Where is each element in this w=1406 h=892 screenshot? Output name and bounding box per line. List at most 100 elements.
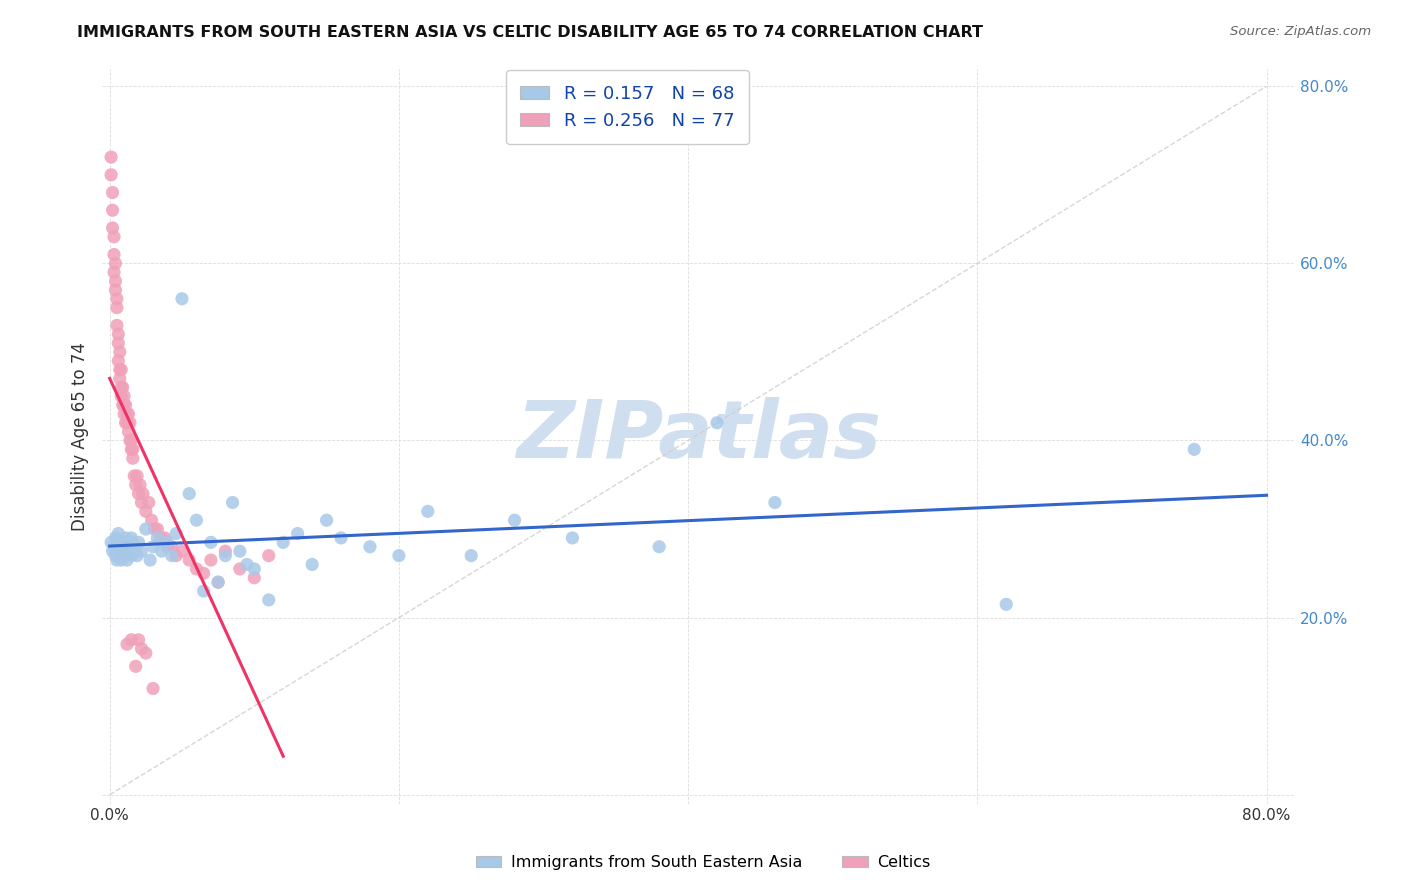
Point (111, 380, 134, 394)
Point (160, 540, 183, 554)
Point (111, 544, 134, 558)
Point (706, 416, 728, 430)
Point (763, 495, 786, 509)
Point (131, 544, 153, 558)
Point (104, 274, 127, 288)
Point (388, 549, 411, 563)
Point (100, 150, 122, 164)
Point (107, 327, 129, 342)
Point (156, 540, 179, 554)
Point (104, 283, 127, 297)
Point (648, 540, 671, 554)
Point (271, 535, 294, 549)
Point (229, 562, 252, 576)
Point (193, 584, 215, 599)
Point (117, 535, 139, 549)
Point (103, 247, 125, 261)
Point (146, 522, 169, 536)
Point (257, 593, 280, 607)
Point (122, 469, 145, 483)
Point (122, 544, 145, 558)
Point (104, 549, 127, 563)
Point (107, 353, 129, 368)
Point (112, 389, 135, 403)
Point (214, 549, 236, 563)
Point (105, 544, 128, 558)
Point (112, 540, 135, 554)
Point (170, 292, 193, 306)
Point (114, 398, 136, 412)
Point (115, 407, 138, 421)
Point (105, 292, 128, 306)
Point (127, 549, 149, 563)
Point (104, 256, 127, 270)
Y-axis label: Disability Age 65 to 74: Disability Age 65 to 74 (72, 342, 89, 531)
Point (131, 641, 153, 656)
Point (125, 477, 148, 491)
Text: ZIPatlas: ZIPatlas (516, 397, 882, 475)
Point (125, 540, 148, 554)
Point (108, 345, 131, 359)
Point (103, 265, 125, 279)
Point (117, 407, 139, 421)
Point (121, 442, 143, 457)
Point (118, 416, 141, 430)
Point (138, 495, 160, 509)
Point (127, 469, 149, 483)
Point (111, 398, 134, 412)
Point (101, 221, 124, 235)
Point (120, 632, 142, 647)
Point (179, 486, 201, 500)
Point (186, 562, 208, 576)
Legend: Immigrants from South Eastern Asia, Celtics: Immigrants from South Eastern Asia, Celt… (470, 849, 936, 877)
Point (101, 203, 124, 218)
Point (143, 522, 166, 536)
Point (110, 362, 132, 376)
Point (111, 540, 134, 554)
Point (330, 531, 353, 545)
Point (170, 544, 193, 558)
Point (100, 168, 122, 182)
Point (193, 566, 215, 581)
Point (460, 549, 482, 563)
Point (359, 540, 381, 554)
Point (115, 540, 138, 554)
Point (101, 544, 124, 558)
Point (179, 553, 201, 567)
Point (101, 186, 124, 200)
Point (108, 371, 131, 385)
Point (118, 434, 141, 448)
Point (120, 442, 142, 457)
Point (100, 535, 122, 549)
Point (131, 495, 153, 509)
Point (120, 434, 142, 448)
Point (112, 549, 135, 563)
Point (114, 531, 136, 545)
Point (287, 526, 309, 541)
Point (200, 535, 222, 549)
Point (132, 486, 155, 500)
Point (103, 540, 125, 554)
Point (111, 535, 134, 549)
Point (229, 544, 252, 558)
Point (221, 495, 243, 509)
Point (128, 632, 150, 647)
Point (156, 535, 179, 549)
Point (129, 477, 152, 491)
Point (236, 558, 259, 572)
Point (503, 513, 526, 527)
Point (135, 646, 157, 660)
Point (110, 544, 132, 558)
Point (142, 681, 165, 696)
Point (150, 544, 173, 558)
Point (160, 549, 183, 563)
Point (108, 540, 131, 554)
Point (135, 522, 157, 536)
Point (115, 416, 138, 430)
Point (110, 389, 132, 403)
Point (108, 362, 131, 376)
Point (107, 526, 129, 541)
Point (114, 416, 136, 430)
Point (146, 531, 169, 545)
Point (995, 598, 1018, 612)
